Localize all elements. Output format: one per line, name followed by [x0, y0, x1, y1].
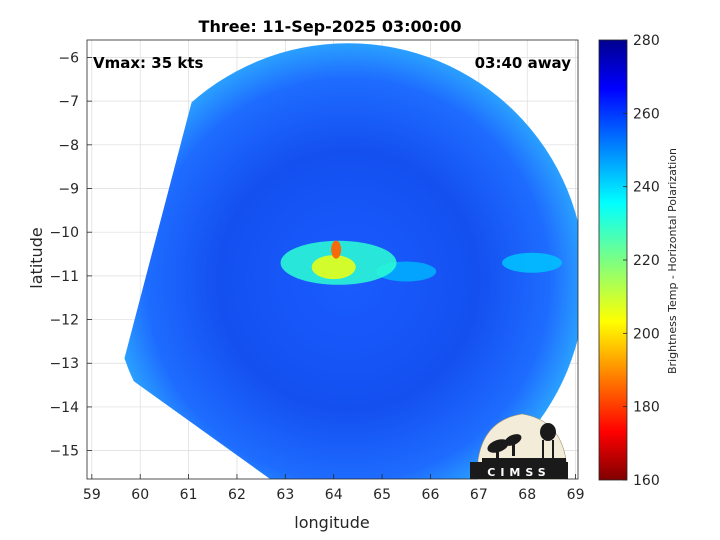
y-tick-label: −13	[49, 356, 79, 372]
logo-text: CIMSS	[487, 466, 550, 479]
plot-frame	[86, 39, 579, 480]
y-ticks: −6 −7 −8 −9 −10 −11 −12 −13 −14 −15	[49, 50, 92, 460]
colorbar-tick-label: 220	[633, 253, 660, 269]
y-tick-label: −14	[49, 400, 79, 416]
x-tick-label: 59	[83, 487, 101, 503]
x-axis-label: longitude	[294, 513, 369, 532]
colorbar-tick-label: 240	[633, 180, 660, 196]
colorbar-tick-label: 280	[633, 33, 660, 49]
swath	[120, 43, 578, 479]
x-tick-label: 61	[180, 487, 198, 503]
colorbar	[598, 39, 628, 481]
colorbar-ticks: 280 260 240 220 200 180 160	[623, 33, 660, 489]
y-tick-label: −9	[58, 182, 79, 198]
cimss-logo: CIMSS	[470, 413, 568, 480]
x-tick-label: 69	[567, 487, 585, 503]
y-tick-label: −6	[58, 50, 79, 66]
x-tick-label: 63	[276, 487, 294, 503]
y-tick-label: −15	[49, 444, 79, 460]
x-tick-label: 65	[373, 487, 391, 503]
x-tick-label: 60	[131, 487, 149, 503]
colorbar-tick-label: 260	[633, 106, 660, 122]
y-tick-label: −10	[49, 225, 79, 241]
y-tick-label: −8	[58, 138, 79, 154]
vmax-annotation: Vmax: 35 kts	[93, 54, 203, 72]
colorbar-tick-label: 200	[633, 326, 660, 342]
x-tick-label: 64	[325, 487, 343, 503]
feature-core-min	[331, 240, 342, 259]
x-ticks: 59 60 61 62 63 64 65 66 67 68 69	[83, 474, 585, 503]
x-tick-label: 68	[518, 487, 536, 503]
chart-title: Three: 11-Sep-2025 03:00:00	[199, 17, 462, 36]
colorbar-tick-label: 160	[633, 473, 660, 489]
y-tick-label: −11	[49, 269, 79, 285]
time-away-annotation: 03:40 away	[475, 54, 572, 72]
y-tick-label: −7	[58, 94, 79, 110]
features	[280, 240, 563, 285]
x-tick-label: 66	[422, 487, 440, 503]
x-tick-label: 67	[470, 487, 488, 503]
x-tick-label: 62	[228, 487, 246, 503]
feature-rainband	[502, 252, 563, 273]
colorbar-tick-label: 180	[633, 400, 660, 416]
feature-core	[311, 255, 356, 280]
y-tick-label: −12	[49, 313, 79, 329]
colorbar-label: Brightness Temp - Horizontal Polarizatio…	[666, 148, 679, 374]
y-axis-label: latitude	[27, 227, 46, 288]
